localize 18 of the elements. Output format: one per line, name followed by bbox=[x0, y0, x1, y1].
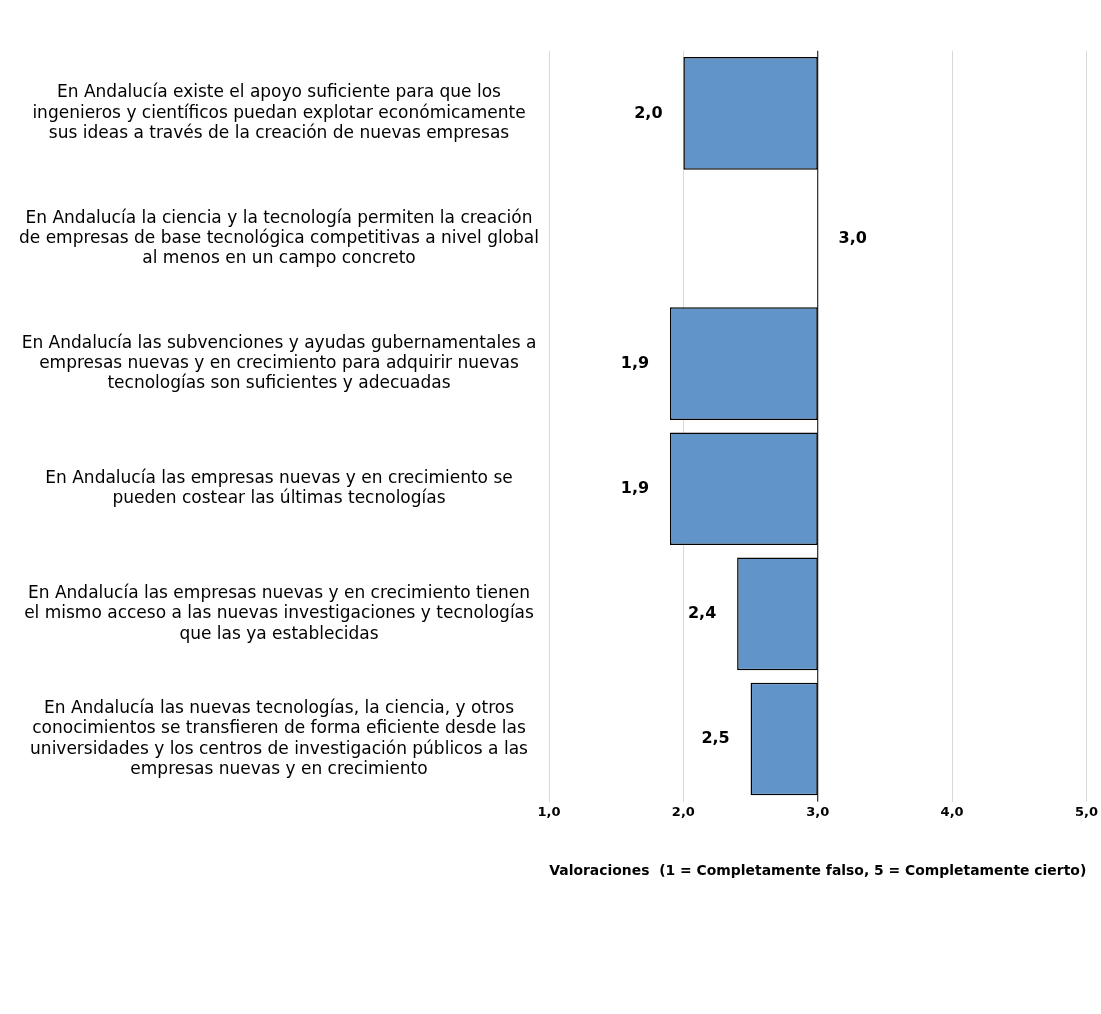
x-axis-title: Valoraciones (1 = Completamente falso, 5 = Completamente cierto) bbox=[549, 862, 1087, 879]
y-tick-label: En Andalucía la ciencia y la tecnología permiten la creación de empresas de base tecnológica competitivas a nivel global al menos en un campo concreto bbox=[19, 206, 539, 268]
y-tick-label: En Andalucía existe el apoyo suficiente para que los ingenieros y científicos puedan explotar económicamente sus ideas a través de la creación de nuevas empresas bbox=[32, 81, 526, 143]
data-label: 2,4 bbox=[687, 603, 717, 623]
y-tick-label: En Andalucía las empresas nuevas y en crecimiento se pueden costear las últimas tecnologías bbox=[45, 466, 513, 508]
y-tick-label: En Andalucía las subvenciones y ayudas gubernamentales a empresas nuevas y en crecimiento para adquirir nuevas tecnologías son suficientes y adecuadas bbox=[21, 331, 537, 393]
x-tick-label: 2,0 bbox=[671, 803, 695, 819]
data-label: 1,9 bbox=[620, 477, 650, 497]
x-tick-label: 5,0 bbox=[1074, 803, 1098, 819]
data-label: 1,9 bbox=[620, 352, 650, 372]
x-tick-label: 3,0 bbox=[806, 803, 830, 819]
y-tick-label: En Andalucía las empresas nuevas y en crecimiento tienen el mismo acceso a las nuevas investigaciones y tecnologías que las ya establecidas bbox=[24, 581, 535, 643]
text: 3,0 bbox=[838, 227, 867, 247]
x-tick-label: 4,0 bbox=[940, 803, 964, 819]
data-label: 2,0 bbox=[634, 102, 663, 122]
data-label: 2,5 bbox=[701, 728, 730, 748]
x-tick-label: 1,0 bbox=[537, 803, 561, 819]
y-tick-label: En Andalucía las nuevas tecnologías, la ciencia, y otros conocimientos se transfieren de forma eficiente desde las universidades y los centros de investigación públicos a las empresas nuevas y en crecimiento bbox=[30, 696, 529, 779]
